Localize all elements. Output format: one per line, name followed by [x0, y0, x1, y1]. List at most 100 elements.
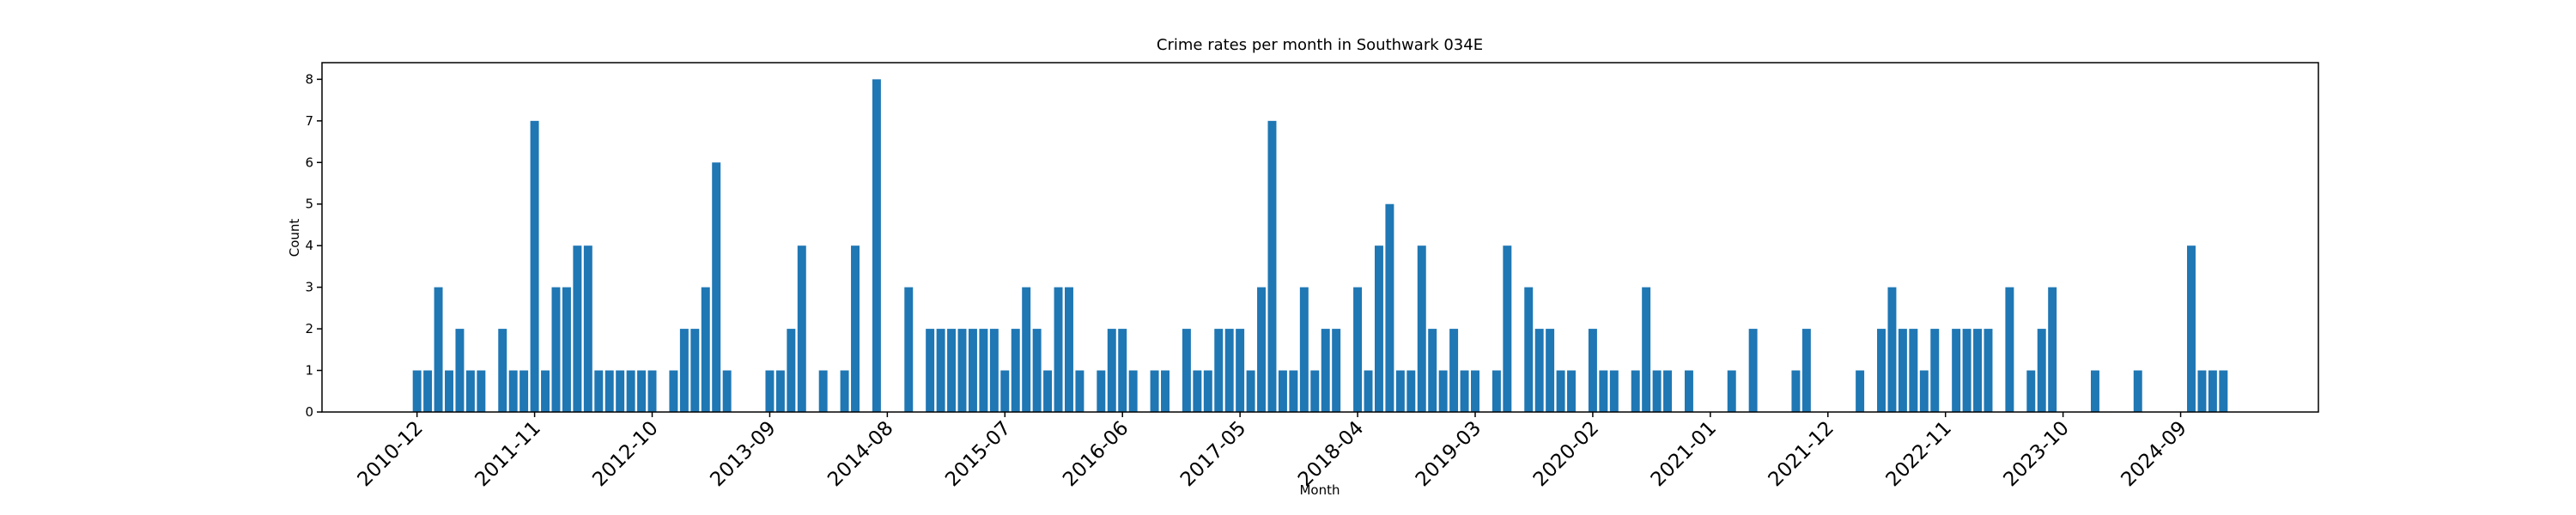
bar [445, 370, 453, 412]
bar [1856, 370, 1865, 412]
bar [1128, 370, 1138, 412]
bar [936, 329, 945, 412]
bar [818, 370, 828, 412]
bar [530, 120, 539, 413]
bar [1663, 370, 1673, 412]
bar [1919, 370, 1929, 412]
bar [1075, 370, 1084, 412]
bar [508, 370, 518, 412]
bar [1257, 287, 1267, 412]
chart-title: Crime rates per month in Southwark 034E [1157, 36, 1483, 54]
bar [573, 245, 582, 412]
bar [968, 329, 977, 412]
x-tick-label: 2021-01 [1647, 417, 1721, 491]
bar [1898, 329, 1907, 412]
bar [1064, 287, 1073, 412]
bar [1150, 370, 1159, 412]
y-tick-label: 0 [305, 404, 313, 420]
bar [637, 370, 647, 412]
bar [1492, 370, 1501, 412]
x-tick-label: 2021-12 [1765, 417, 1838, 491]
bar [455, 329, 465, 412]
x-tick-label: 2023-10 [2000, 417, 2074, 491]
bar [1011, 329, 1020, 412]
bar [551, 287, 561, 412]
x-tick-label: 2010-12 [354, 417, 428, 491]
bar [1278, 370, 1287, 412]
bar [712, 162, 721, 413]
bar [647, 370, 657, 412]
bar [1503, 245, 1512, 412]
bar [594, 370, 604, 412]
bar [2133, 370, 2142, 412]
bar [1962, 329, 1971, 412]
bar [1684, 370, 1693, 412]
bar [797, 245, 806, 412]
bar [1374, 245, 1383, 412]
bar [2208, 370, 2217, 412]
x-tick-label: 2024-09 [2117, 417, 2190, 491]
bar [1321, 329, 1330, 412]
bar [498, 329, 507, 412]
bar [1332, 329, 1341, 412]
bar [1471, 370, 1479, 412]
bar [775, 370, 785, 412]
bar [1417, 245, 1426, 412]
bar [1353, 287, 1363, 412]
bar [947, 329, 957, 412]
y-tick-label: 5 [305, 197, 313, 212]
bar [926, 329, 935, 412]
bar [1299, 287, 1309, 412]
bar [1043, 370, 1053, 412]
bar [1556, 370, 1565, 412]
bar [626, 370, 635, 412]
bar [465, 370, 475, 412]
bar [1909, 329, 1918, 412]
bar [1588, 329, 1597, 412]
bar [669, 370, 678, 412]
bar [1107, 329, 1116, 412]
bar [979, 329, 988, 412]
bar [1022, 287, 1031, 412]
bar [1054, 287, 1063, 412]
bar [1406, 370, 1416, 412]
bar [1727, 370, 1736, 412]
bar [1546, 329, 1555, 412]
bar [616, 370, 625, 412]
x-tick-label: 2019-03 [1412, 417, 1485, 491]
bar [989, 329, 999, 412]
bar [787, 329, 796, 412]
bar [1203, 370, 1212, 412]
bar [1973, 329, 1983, 412]
x-tick-label: 2018-04 [1294, 417, 1368, 491]
bar [1224, 329, 1234, 412]
bar [1364, 370, 1373, 412]
bar [541, 370, 550, 412]
bar [1748, 329, 1758, 412]
bar [1791, 370, 1801, 412]
bar [851, 245, 860, 412]
bar [1599, 370, 1608, 412]
x-axis-label: Month [1299, 482, 1340, 498]
x-tick-label: 2012-10 [588, 417, 662, 491]
bar [2037, 329, 2046, 412]
bar [1193, 370, 1202, 412]
bar [434, 287, 443, 412]
bar [1631, 370, 1640, 412]
bar [1395, 370, 1405, 412]
bar [1652, 370, 1662, 412]
x-tick-label: 2016-06 [1059, 417, 1133, 491]
bar [1385, 203, 1394, 412]
bar [1984, 329, 1993, 412]
bar [1801, 329, 1811, 412]
bar [1097, 370, 1106, 412]
y-tick-label: 2 [305, 321, 313, 336]
bar [1236, 329, 1245, 412]
bar [605, 370, 614, 412]
bar [519, 370, 529, 412]
x-tick-label: 2022-11 [1882, 417, 1956, 491]
y-axis-label: Count [287, 219, 302, 258]
bar [1460, 370, 1469, 412]
x-tick-label: 2011-11 [471, 417, 544, 491]
bar [679, 329, 689, 412]
